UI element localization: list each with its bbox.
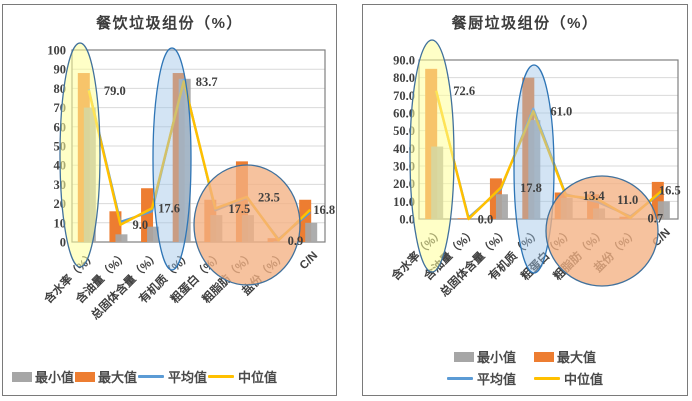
legend-item-max: 最大值 <box>75 367 137 386</box>
bar-swatch-min <box>12 371 32 382</box>
legend-item-median: 中位值 <box>208 367 277 386</box>
y-tick-label: 0 <box>60 236 66 250</box>
data-label: 61.0 <box>550 105 572 119</box>
y-tick-label: 80.0 <box>393 71 415 85</box>
bar-min <box>657 201 670 219</box>
category-label: C/N <box>298 250 320 272</box>
data-label: 17.8 <box>520 181 542 195</box>
data-label: 72.6 <box>453 84 475 98</box>
data-label: 0.7 <box>647 211 663 225</box>
y-tick-label: 20.0 <box>393 177 415 191</box>
legend-row: 最小值 最大值 平均值 中位值 <box>3 367 336 386</box>
legend-item-median: 中位值 <box>534 369 603 388</box>
data-label: 9.0 <box>132 218 148 232</box>
highlight-yellow-ellipse <box>59 42 101 268</box>
y-tick-label: 0.0 <box>399 213 415 227</box>
legend-item-max: 最大值 <box>534 347 596 366</box>
legend-left-chart: 最小值 最大值 平均值 中位值 <box>3 367 336 386</box>
chart-panel-kitchen-waste: 0.0 10.0 20.0 30.0 40.0 50.0 60.0 70.0 80.0 90.0 含… <box>362 4 688 396</box>
bar-swatch-max <box>75 371 96 382</box>
data-label: 23.5 <box>258 190 280 204</box>
y-tick-label: 50.0 <box>393 124 415 138</box>
legend-item-min: 最小值 <box>453 347 516 366</box>
data-label: 16.8 <box>313 203 335 217</box>
y-tick-label: 90 <box>54 63 67 77</box>
data-label: 83.7 <box>196 75 218 89</box>
chart-title-left: 餐饮垃圾组份（%） <box>96 15 243 32</box>
y-tick-label: 90.0 <box>393 54 415 68</box>
legend-item-avg: 平均值 <box>138 367 207 386</box>
bar-min <box>147 226 160 242</box>
legend-label: 最小值 <box>476 350 516 365</box>
legend-right-chart: 最小值 最大值平均值 中位值 <box>363 347 687 388</box>
y-tick-label: 10.0 <box>393 195 415 209</box>
bar-swatch-max <box>534 351 554 362</box>
bar-min <box>115 234 128 242</box>
chart-title-right: 餐厨垃圾组份（%） <box>451 15 599 32</box>
line-swatch-avg <box>138 375 165 378</box>
data-label: 0.9 <box>288 234 304 248</box>
legend-item-avg: 平均值 <box>446 369 516 388</box>
bar-max <box>457 218 470 219</box>
highlight-yellow-ellipse <box>409 39 455 273</box>
legend-label: 最大值 <box>557 350 597 365</box>
legend-label: 平均值 <box>168 370 208 385</box>
y-tick-label: 70.0 <box>393 89 415 103</box>
data-label: 11.0 <box>617 193 638 207</box>
highlight-blue-ellipse <box>152 47 192 271</box>
bar-min <box>495 194 508 219</box>
line-swatch-avg <box>446 377 473 380</box>
legend-label: 平均值 <box>476 372 516 387</box>
highlight-orange-circle <box>193 164 301 286</box>
legend-label: 中位值 <box>238 370 278 385</box>
legend-label: 最大值 <box>98 370 138 385</box>
y-tick-label: 10 <box>54 216 67 230</box>
y-tick-label: 100 <box>47 44 66 58</box>
legend-row: 平均值 中位值 <box>363 369 687 388</box>
bar-min <box>305 222 318 242</box>
data-label: 13.4 <box>583 189 606 203</box>
data-label: 79.0 <box>104 84 126 98</box>
line-swatch-median <box>208 375 235 378</box>
legend-row: 最小值 最大值 <box>363 347 687 366</box>
legend-label: 中位值 <box>564 372 604 387</box>
y-tick-label: 60.0 <box>393 107 415 121</box>
data-label: 16.5 <box>659 183 681 197</box>
data-label: 17.5 <box>228 202 250 216</box>
legend-label: 最小值 <box>35 370 75 385</box>
highlight-blue-ellipse <box>513 64 555 274</box>
data-label: 17.6 <box>158 202 180 216</box>
highlight-orange-circle <box>545 175 659 287</box>
line-swatch-median <box>534 377 560 380</box>
chart-canvas-right: 0.010.020.030.040.050.060.070.080.090.0含… <box>388 39 681 299</box>
bar-min <box>178 78 191 242</box>
chart-panel-food-beverage-waste: 0102030405060708090100含水率（%）含油量（%）总固体含量（… <box>2 4 337 396</box>
legend-item-min: 最小值 <box>12 367 74 386</box>
data-label: 0.0 <box>478 213 494 227</box>
chart-canvas-left: 0102030405060708090100含水率（%）含油量（%）总固体含量（… <box>40 42 335 322</box>
bar-swatch-min <box>453 351 474 362</box>
bar-min <box>528 120 541 219</box>
